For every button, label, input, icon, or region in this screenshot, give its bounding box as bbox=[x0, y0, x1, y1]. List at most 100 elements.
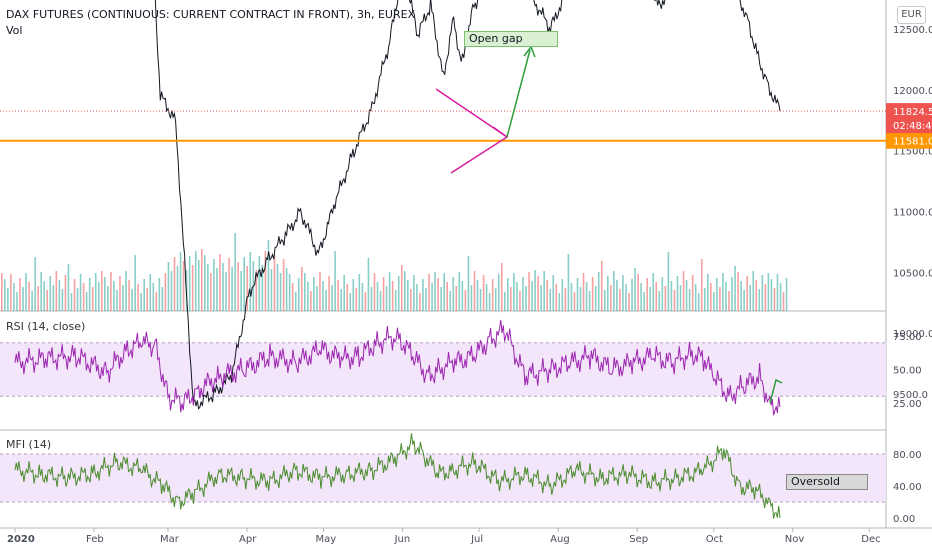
volume-bar bbox=[249, 252, 252, 311]
volume-bar bbox=[394, 290, 397, 311]
volume-bar bbox=[79, 274, 82, 311]
volume-bar bbox=[388, 272, 391, 311]
volume-bar bbox=[479, 289, 482, 311]
volume-bar bbox=[537, 276, 539, 311]
volume-bar bbox=[731, 277, 733, 311]
volume-bar bbox=[540, 285, 542, 311]
volume-bar bbox=[767, 273, 770, 311]
volume-bar bbox=[58, 280, 61, 311]
volume-bar bbox=[758, 289, 761, 311]
volume-bar bbox=[231, 267, 233, 311]
volume-bar bbox=[661, 277, 664, 311]
volume-bar bbox=[676, 276, 679, 311]
volume-bar bbox=[513, 273, 515, 311]
volume-bar bbox=[188, 256, 191, 311]
volume-bar bbox=[310, 291, 312, 311]
volume-bar bbox=[346, 284, 349, 311]
rsi-tick-label: 25.00 bbox=[893, 399, 922, 410]
volume-bar bbox=[397, 276, 400, 311]
volume-bar bbox=[407, 280, 409, 311]
volume-bar bbox=[373, 273, 376, 311]
gap-arrow-line bbox=[506, 49, 531, 138]
volume-bar bbox=[325, 290, 327, 311]
volume-bar bbox=[670, 281, 673, 311]
volume-bar bbox=[91, 287, 94, 311]
volume-bar bbox=[522, 277, 524, 311]
volume-bar bbox=[164, 273, 167, 311]
price-line bbox=[154, 0, 781, 410]
volume-bar bbox=[776, 274, 779, 311]
volume-bar bbox=[485, 284, 488, 311]
volume-bar bbox=[116, 290, 118, 311]
volume-label: Vol bbox=[6, 24, 23, 37]
volume-bar bbox=[603, 290, 606, 311]
volume-bar bbox=[182, 261, 185, 311]
volume-bar bbox=[76, 288, 79, 311]
time-tick-label: 2020 bbox=[7, 534, 35, 545]
volume-bar bbox=[307, 282, 309, 311]
level-price-tag bbox=[886, 132, 932, 149]
volume-bar bbox=[240, 271, 242, 311]
volume-bar bbox=[355, 288, 358, 311]
volume-bar bbox=[473, 271, 476, 311]
volume-bar bbox=[385, 286, 388, 311]
volume-bar bbox=[170, 271, 173, 311]
volume-bar bbox=[297, 278, 300, 311]
volume-bar bbox=[664, 286, 667, 311]
volume-bar bbox=[443, 273, 445, 311]
volume-bar bbox=[119, 276, 121, 311]
volume-bar bbox=[746, 276, 748, 311]
volume-bar bbox=[67, 264, 70, 311]
volume-bar bbox=[237, 262, 239, 311]
volume-bar bbox=[637, 274, 639, 311]
price-tick-label: 10500.0 bbox=[893, 268, 932, 279]
mfi-pane-label: MFI (14) bbox=[6, 438, 52, 451]
volume-bar bbox=[722, 273, 724, 311]
volume-bar bbox=[610, 285, 612, 311]
volume-bar bbox=[149, 274, 152, 311]
volume-bar bbox=[434, 272, 436, 311]
volume-bar bbox=[482, 275, 485, 311]
volume-bar bbox=[616, 280, 618, 311]
time-tick-label: Jul bbox=[470, 534, 483, 545]
volume-bar bbox=[764, 284, 767, 311]
volume-bar bbox=[370, 287, 373, 311]
rsi-divergence-arrow bbox=[769, 378, 783, 404]
volume-bar bbox=[570, 283, 573, 311]
price-tick-label: 12000.0 bbox=[893, 86, 932, 97]
volume-bar bbox=[104, 277, 106, 311]
volume-bar bbox=[491, 279, 494, 311]
volume-bar bbox=[607, 276, 609, 311]
volume-bar bbox=[61, 289, 64, 311]
volume-bar bbox=[273, 255, 276, 311]
volume-bar bbox=[113, 281, 115, 311]
volume-bar bbox=[207, 264, 209, 311]
volume-bar bbox=[500, 263, 503, 311]
volume-bar bbox=[137, 284, 139, 311]
volume-bar bbox=[279, 273, 282, 311]
volume-bar bbox=[561, 279, 564, 311]
volume-bar bbox=[728, 291, 730, 311]
volume-bar bbox=[573, 292, 576, 311]
volume-bar bbox=[773, 288, 776, 311]
volume-bar bbox=[391, 281, 394, 311]
currency-button[interactable]: EUR bbox=[897, 6, 926, 24]
countdown-label: 02:48:49 bbox=[893, 121, 932, 132]
volume-bar bbox=[70, 293, 73, 311]
volume-bar bbox=[191, 265, 194, 311]
volume-bar bbox=[52, 285, 55, 311]
volume-bar bbox=[428, 274, 430, 311]
volume-bar bbox=[64, 275, 67, 311]
volume-bar bbox=[467, 256, 470, 311]
volume-bar bbox=[410, 289, 412, 311]
volume-bar bbox=[1, 273, 3, 311]
volume-bar bbox=[337, 280, 339, 311]
volume-bar bbox=[461, 281, 464, 311]
rsi-tick-label: 50.00 bbox=[893, 366, 922, 377]
chart-title: DAX FUTURES (CONTINUOUS: CURRENT CONTRAC… bbox=[6, 8, 416, 21]
volume-bar bbox=[382, 277, 385, 311]
triangle-pattern bbox=[435, 88, 509, 174]
volume-bar bbox=[416, 284, 418, 311]
volume-bar bbox=[497, 274, 500, 311]
volume-bar bbox=[682, 271, 685, 311]
